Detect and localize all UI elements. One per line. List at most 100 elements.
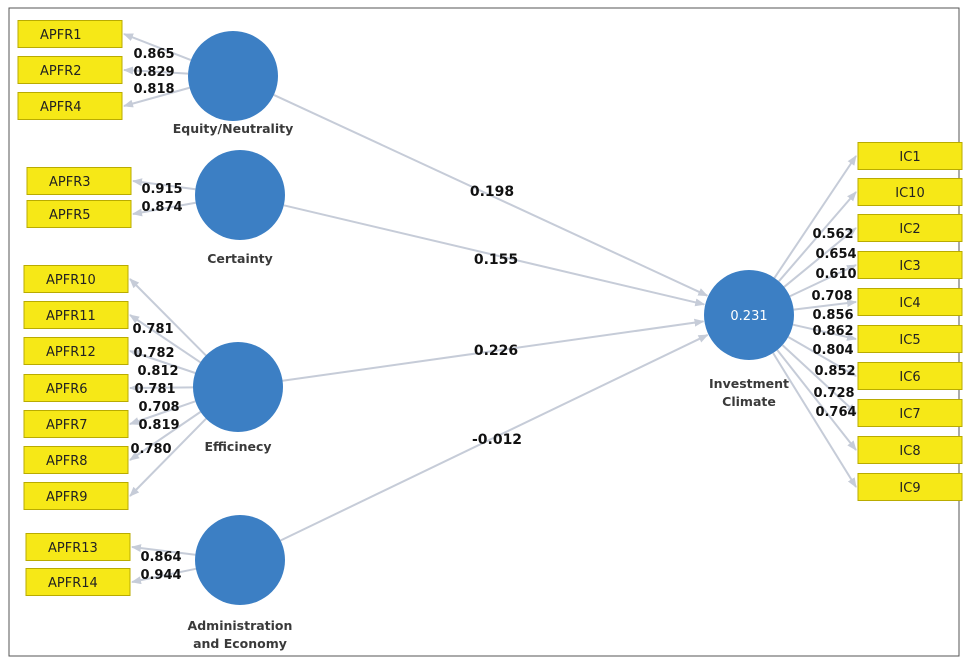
indicator-label: APFR10: [46, 273, 96, 288]
indicator-box: [23, 337, 129, 365]
indicator-box: [17, 20, 123, 48]
outer-loading: 0.856: [812, 308, 853, 323]
indicator-box: [857, 251, 963, 279]
outer-loading: 0.818: [133, 82, 174, 97]
loading-arrow: [131, 567, 197, 585]
construct-circle: [195, 150, 285, 240]
indicator-box: [857, 288, 963, 316]
outer-loading: 0.874: [141, 200, 182, 215]
indicator-label: APFR2: [40, 64, 82, 79]
loading-arrow: [772, 352, 857, 488]
loading-arrow: [129, 411, 202, 461]
outer-loading: 0.864: [140, 550, 181, 565]
loading-arrow: [123, 66, 189, 75]
indicator-box: [23, 265, 129, 293]
outer-loading: 0.829: [133, 65, 174, 80]
outer-loading: 0.812: [137, 364, 178, 379]
outer-loading: 0.610: [815, 267, 856, 282]
path-coefficient: 0.155: [474, 252, 518, 268]
outer-loading: 0.764: [815, 405, 856, 420]
loading-arrow: [123, 33, 192, 62]
indicator-label: IC3: [899, 259, 920, 274]
target-construct-label: Climate: [722, 394, 776, 409]
outer-loading: 0.708: [811, 289, 852, 304]
loading-arrow: [787, 336, 857, 377]
outer-loading: 0.819: [138, 418, 179, 433]
indicator-label: APFR3: [49, 175, 91, 190]
indicator-label: IC4: [899, 296, 920, 311]
loading-arrow: [123, 86, 190, 108]
indicator-box: [25, 533, 131, 561]
indicator-box: [23, 446, 129, 474]
indicator-box: [17, 92, 123, 120]
indicator-label: APFR14: [48, 576, 98, 591]
path-coefficient: 0.198: [470, 184, 514, 200]
path-coefficient: -0.012: [472, 432, 522, 448]
loading-arrow: [776, 349, 857, 451]
loading-arrow: [129, 350, 196, 374]
indicator-label: APFR1: [40, 28, 82, 43]
indicator-box: [23, 301, 129, 329]
outer-loading: 0.562: [812, 227, 853, 242]
indicator-box: [857, 436, 963, 464]
indicator-label: IC8: [899, 444, 920, 459]
indicator-label: IC10: [895, 186, 924, 201]
indicator-box: [26, 167, 132, 195]
indicator-label: APFR7: [46, 418, 88, 433]
loading-arrow: [132, 178, 196, 191]
loading-arrow: [129, 383, 194, 392]
indicator-label: APFR12: [46, 345, 96, 360]
construct-circle: [188, 31, 278, 121]
loading-arrow: [129, 314, 201, 364]
outer-loading: 0.862: [812, 324, 853, 339]
target-construct-label: Investment: [709, 376, 789, 391]
outer-loading: 0.728: [813, 386, 854, 401]
indicator-label: IC6: [899, 370, 920, 385]
indicator-box: [857, 325, 963, 353]
indicator-label: IC1: [899, 150, 920, 165]
construct-label: and Economy: [193, 636, 287, 651]
loading-arrow: [773, 155, 857, 279]
path-arrow: [282, 318, 705, 382]
nodes-layer: [17, 20, 963, 605]
indicator-label: IC7: [899, 407, 920, 422]
indicator-label: APFR5: [49, 208, 91, 223]
indicator-box: [17, 56, 123, 84]
outer-loading: 0.915: [141, 182, 182, 197]
outer-loading: 0.944: [140, 568, 181, 583]
loading-arrow: [131, 544, 196, 556]
indicator-label: IC5: [899, 333, 920, 348]
indicator-box: [857, 142, 963, 170]
indicator-box: [857, 178, 963, 206]
target-construct-circle: [704, 270, 794, 360]
r-squared-value: 0.231: [730, 309, 767, 324]
indicator-box: [857, 399, 963, 427]
edges-layer: [123, 33, 857, 585]
indicator-box: [857, 214, 963, 242]
construct-circle: [193, 342, 283, 432]
loading-arrow: [789, 264, 857, 298]
construct-label: Equity/Neutrality: [173, 121, 293, 136]
indicator-box: [23, 482, 129, 510]
indicator-label: IC9: [899, 481, 920, 496]
outer-loading: 0.781: [134, 382, 175, 397]
path-arrow: [280, 334, 709, 542]
construct-label: Administration: [188, 618, 293, 633]
indicator-label: APFR6: [46, 382, 88, 397]
indicator-label: APFR4: [40, 100, 82, 115]
outer-loading: 0.852: [814, 364, 855, 379]
outer-loading: 0.780: [130, 442, 171, 457]
loading-arrow: [783, 227, 857, 288]
loading-arrow: [132, 201, 196, 217]
loading-arrow: [129, 417, 207, 497]
path-coefficient: 0.226: [474, 343, 518, 359]
construct-label: Efficinecy: [204, 439, 271, 454]
indicator-box: [25, 568, 131, 596]
indicator-box: [857, 473, 963, 501]
loading-arrow: [781, 344, 857, 414]
path-arrow: [283, 204, 706, 307]
loading-arrow: [793, 299, 857, 311]
indicator-label: APFR8: [46, 454, 88, 469]
